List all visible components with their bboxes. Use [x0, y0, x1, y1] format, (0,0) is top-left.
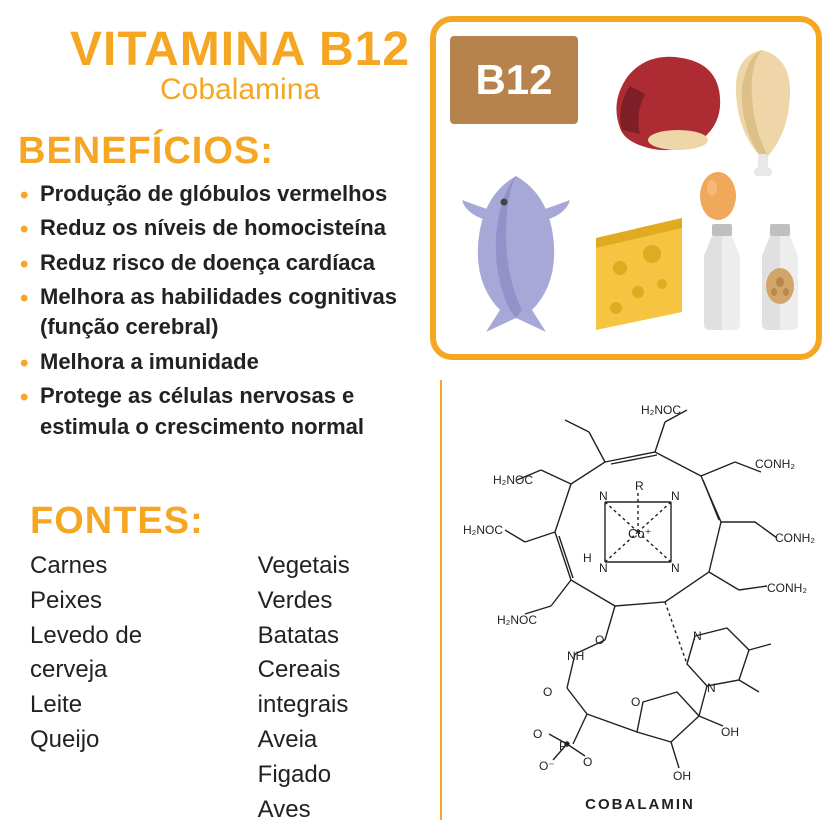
svg-text:N: N: [707, 681, 716, 695]
svg-text:O: O: [533, 727, 542, 741]
source-item: Aveia: [258, 723, 430, 758]
svg-text:O: O: [631, 695, 640, 709]
svg-text:N: N: [599, 489, 608, 503]
food-sources-panel: B12: [430, 16, 822, 360]
benefit-item: Produção de glóbulos vermelhos: [18, 179, 426, 209]
sources-col-1: CarnesPeixesLevedo de cervejaLeiteQueijo: [30, 549, 218, 827]
molecule-caption: COBALAMIN: [585, 796, 695, 813]
svg-text:H₂NOC: H₂NOC: [493, 473, 533, 487]
benefit-item: Reduz risco de doença cardíaca: [18, 248, 426, 278]
svg-text:H₂NOC: H₂NOC: [641, 403, 681, 417]
svg-text:Co⁺: Co⁺: [628, 526, 651, 541]
svg-text:CONH₂: CONH₂: [767, 581, 807, 595]
benefit-item: Melhora as habilidades cognitivas (funçã…: [18, 282, 426, 343]
svg-text:H₂NOC: H₂NOC: [497, 613, 537, 627]
egg-icon: [698, 168, 738, 225]
svg-text:H: H: [583, 551, 592, 565]
benefit-item: Protege as células nervosas e estimula o…: [18, 381, 426, 442]
molecule-diagram: H₂NOC H₂NOC H₂NOC H₂NOC CONH₂ CONH₂ CONH…: [450, 392, 830, 822]
source-item: Cereais integrais: [258, 653, 430, 723]
fish-icon: [456, 166, 576, 341]
cheese-icon: [590, 212, 688, 335]
vertical-divider: [440, 380, 442, 820]
source-item: Levedo de cerveja: [30, 619, 218, 689]
benefit-item: Reduz os níveis de homocisteína: [18, 213, 426, 243]
subtitle: Cobalamina: [70, 73, 410, 107]
svg-text:NH: NH: [567, 649, 584, 663]
chicken-icon: [724, 46, 800, 181]
sources-columns: CarnesPeixesLevedo de cervejaLeiteQueijo…: [30, 549, 430, 827]
source-item: Peixes: [30, 584, 218, 619]
milk-bottle-icon: [698, 222, 746, 337]
milk-bottle-2-icon: [756, 222, 804, 337]
benefit-item: Melhora a imunidade: [18, 347, 426, 377]
source-item: Queijo: [30, 723, 218, 758]
sources-col-2: Vegetais VerdesBatatasCereais integraisA…: [258, 549, 430, 827]
source-item: Vegetais Verdes: [258, 549, 430, 619]
source-item: Figado: [258, 758, 430, 793]
source-item: Aves: [258, 793, 430, 828]
svg-text:O: O: [595, 633, 604, 647]
svg-text:O: O: [543, 685, 552, 699]
source-item: Batatas: [258, 619, 430, 654]
source-item: Leite: [30, 688, 218, 723]
title-block: VITAMINA B12 Cobalamina: [70, 22, 410, 107]
sources-heading: Fontes:: [30, 500, 430, 543]
sources-section: Fontes: CarnesPeixesLevedo de cervejaLei…: [30, 500, 430, 827]
b12-badge: B12: [450, 36, 578, 124]
svg-text:P: P: [559, 739, 567, 753]
svg-text:OH: OH: [673, 769, 691, 783]
svg-text:N: N: [671, 489, 680, 503]
source-item: Carnes: [30, 549, 218, 584]
svg-text:CONH₂: CONH₂: [775, 531, 815, 545]
svg-text:N: N: [599, 561, 608, 575]
main-title: VITAMINA B12: [70, 22, 410, 77]
svg-text:O⁻: O⁻: [539, 759, 555, 773]
cobalamin-structure-icon: H₂NOC H₂NOC H₂NOC H₂NOC CONH₂ CONH₂ CONH…: [455, 392, 825, 792]
svg-text:O: O: [583, 755, 592, 769]
benefits-section: Benefícios: Produção de glóbulos vermelh…: [18, 130, 426, 446]
svg-text:OH: OH: [721, 725, 739, 739]
svg-text:R: R: [635, 479, 644, 493]
benefits-heading: Benefícios:: [18, 130, 426, 173]
meat-icon: [600, 46, 730, 161]
svg-text:H₂NOC: H₂NOC: [463, 523, 503, 537]
svg-text:N: N: [693, 629, 702, 643]
svg-text:CONH₂: CONH₂: [755, 457, 795, 471]
svg-text:N: N: [671, 561, 680, 575]
benefits-list: Produção de glóbulos vermelhos Reduz os n…: [18, 179, 426, 442]
